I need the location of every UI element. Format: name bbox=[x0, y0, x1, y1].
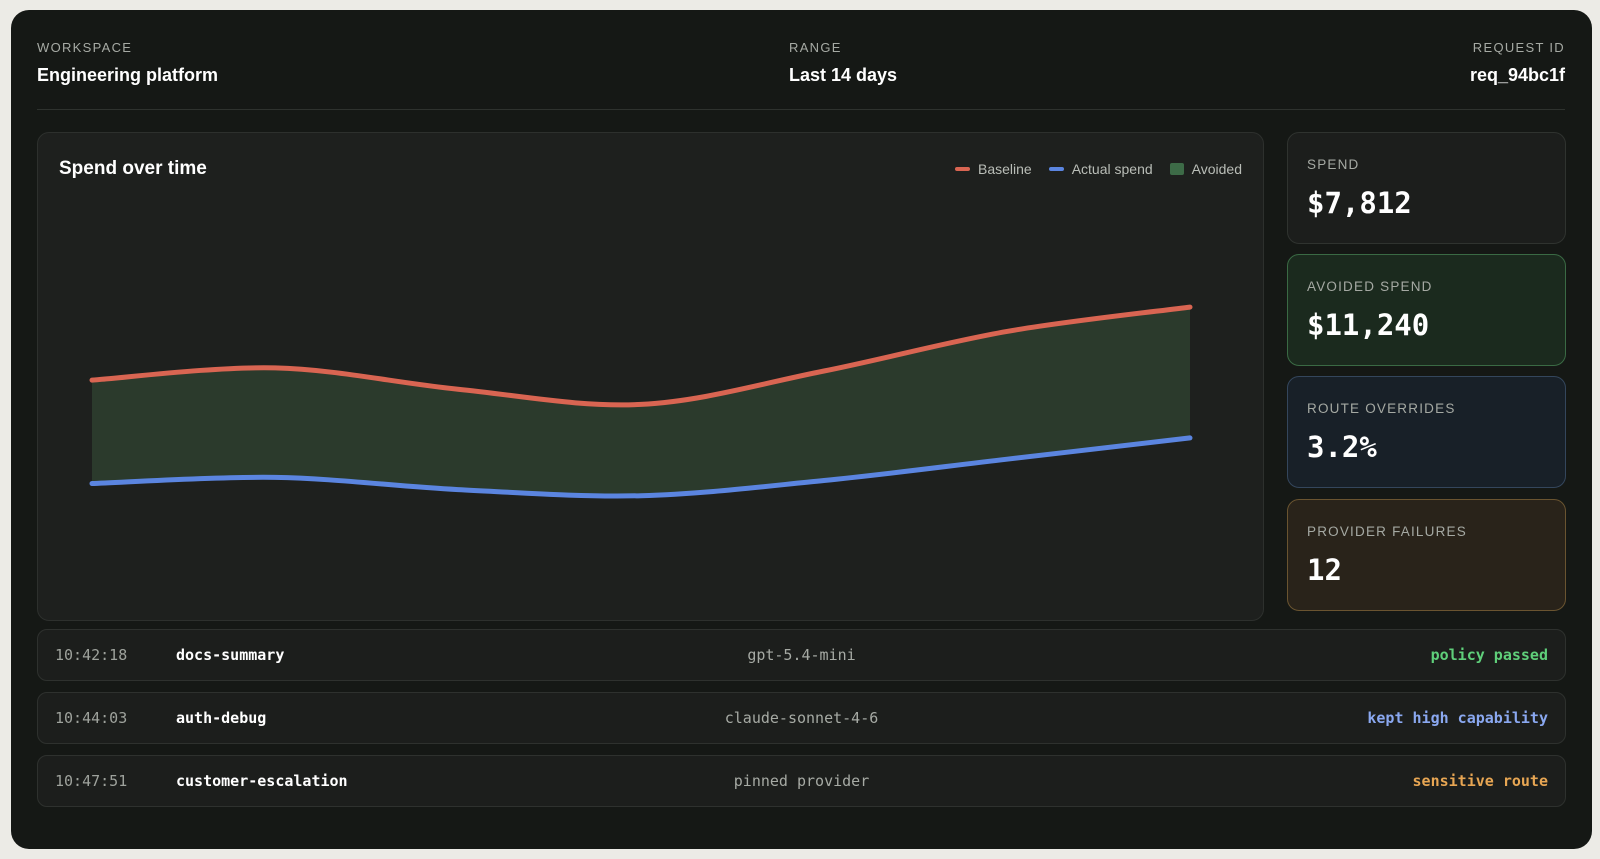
log-status: kept high capability bbox=[1367, 709, 1548, 727]
legend-item-actual: Actual spend bbox=[1048, 161, 1153, 177]
log-row[interactable]: 10:44:03 claude-sonnet-4-6 auth-debug ke… bbox=[37, 692, 1566, 744]
chart-legend: Baseline Actual spend Avoided bbox=[955, 161, 1242, 177]
stat-card-route-overrides: ROUTE OVERRIDES 3.2% bbox=[1287, 376, 1566, 488]
log-model: gpt-5.4-mini bbox=[747, 646, 856, 664]
legend-label-baseline: Baseline bbox=[978, 161, 1032, 177]
baseline-series-line bbox=[89, 304, 1193, 408]
request-id-value: req_94bc1f bbox=[1469, 65, 1565, 85]
spend-chart-card: Spend over time Baseline Actual spend Av… bbox=[37, 132, 1264, 621]
log-name: customer-escalation bbox=[176, 772, 348, 790]
workspace-value: Engineering platform bbox=[37, 65, 219, 85]
actual-spend-series-line bbox=[89, 435, 1193, 499]
range-label: RANGE bbox=[789, 40, 842, 55]
stat-label: PROVIDER FAILURES bbox=[1307, 524, 1467, 539]
log-status: policy passed bbox=[1430, 646, 1548, 664]
stat-card-provider-failures: PROVIDER FAILURES 12 bbox=[1287, 499, 1566, 611]
legend-item-baseline: Baseline bbox=[955, 161, 1032, 177]
stat-card-spend: SPEND $7,812 bbox=[1287, 132, 1566, 244]
stat-value: 12 bbox=[1307, 553, 1342, 587]
log-row[interactable]: 10:42:18 gpt-5.4-mini docs-summary polic… bbox=[37, 629, 1566, 681]
workspace-field: WORKSPACE Engineering platform bbox=[37, 40, 218, 86]
log-model: claude-sonnet-4-6 bbox=[724, 709, 879, 727]
log-name: docs-summary bbox=[176, 646, 285, 664]
avoided-area bbox=[92, 307, 1190, 496]
workspace-label: WORKSPACE bbox=[37, 40, 133, 55]
stat-value: $7,812 bbox=[1307, 186, 1412, 220]
stat-label: SPEND bbox=[1307, 157, 1360, 172]
request-id-label: REQUEST ID bbox=[1472, 40, 1565, 55]
log-status: sensitive route bbox=[1412, 772, 1548, 790]
legend-swatch-baseline bbox=[955, 167, 970, 171]
chart-title: Spend over time bbox=[59, 158, 207, 179]
log-time: 10:44:03 bbox=[55, 709, 128, 727]
stat-card-avoided-spend: AVOIDED SPEND $11,240 bbox=[1287, 254, 1566, 366]
stat-label: AVOIDED SPEND bbox=[1307, 279, 1433, 294]
log-time: 10:47:51 bbox=[55, 772, 128, 790]
legend-swatch-actual bbox=[1048, 167, 1064, 171]
header-divider bbox=[37, 109, 1565, 110]
legend-swatch-avoided bbox=[1169, 163, 1184, 175]
log-time: 10:42:18 bbox=[55, 646, 128, 664]
spend-chart bbox=[89, 304, 1193, 499]
dashboard-panel: WORKSPACE Engineering platform RANGE Las… bbox=[11, 10, 1592, 849]
range-field: RANGE Last 14 days bbox=[789, 40, 897, 86]
legend-label-avoided: Avoided bbox=[1191, 161, 1242, 177]
legend-item-avoided: Avoided bbox=[1169, 161, 1242, 177]
log-model: pinned provider bbox=[733, 772, 870, 790]
stat-label: ROUTE OVERRIDES bbox=[1307, 401, 1456, 416]
log-name: auth-debug bbox=[176, 709, 267, 727]
stat-value: 3.2% bbox=[1307, 430, 1377, 464]
legend-label-actual: Actual spend bbox=[1071, 161, 1153, 177]
log-row[interactable]: 10:47:51 pinned provider customer-escala… bbox=[37, 755, 1566, 807]
request-id-field: REQUEST ID req_94bc1f bbox=[1470, 40, 1565, 86]
range-value: Last 14 days bbox=[789, 65, 898, 85]
stat-value: $11,240 bbox=[1307, 308, 1430, 342]
